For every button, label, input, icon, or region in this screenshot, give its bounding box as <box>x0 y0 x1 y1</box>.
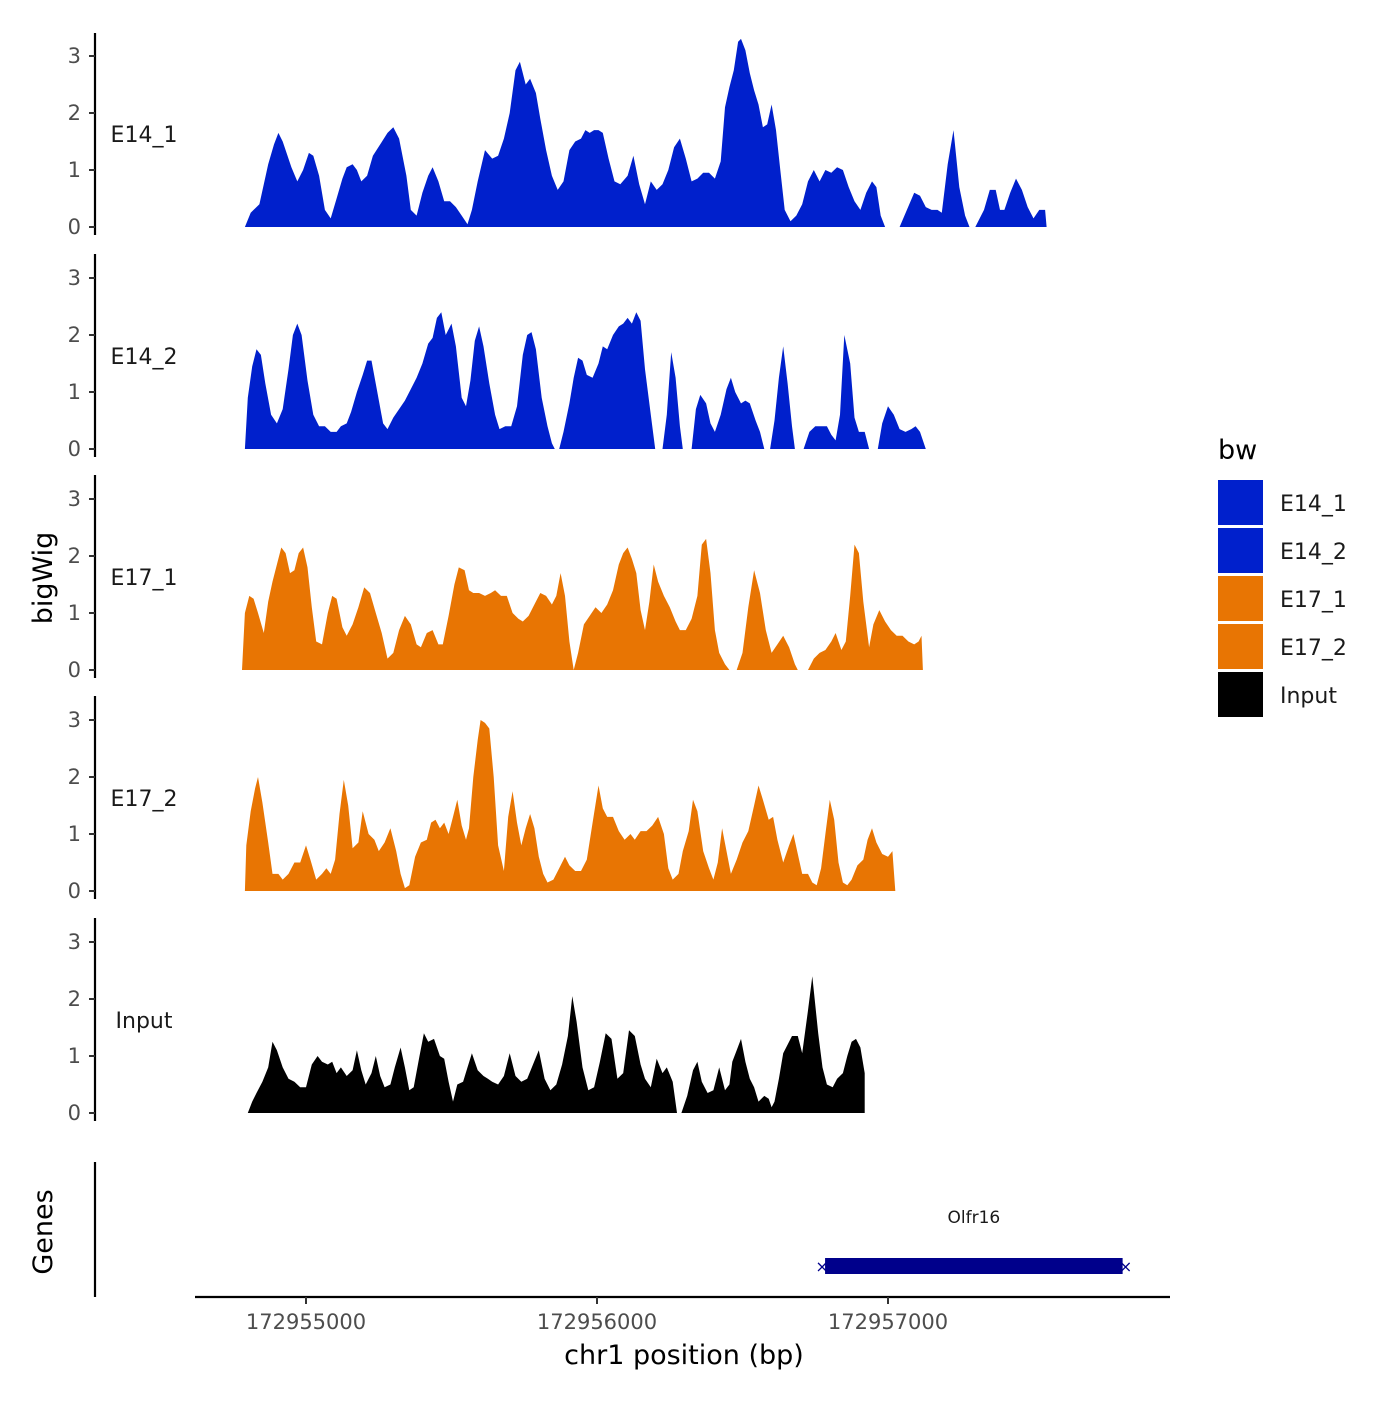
y-tick-label: 3 <box>68 266 81 290</box>
track-E14_1: 0 1 2 3 E14_1 <box>68 33 1047 239</box>
y-tick-label: 1 <box>68 158 81 182</box>
y-axis-title: bigWig <box>28 532 59 625</box>
track-label: E17_2 <box>111 787 178 812</box>
x-tick-label: 172956000 <box>537 1310 657 1334</box>
gene-track-title: Genes <box>28 1189 59 1274</box>
y-tick-label: 2 <box>68 544 81 568</box>
track-label: E14_2 <box>111 345 178 370</box>
track-label: E17_1 <box>111 566 178 591</box>
coverage-tracks: 0 1 2 3 E14_1 0 1 2 3 E14_2 0 1 2 3 E17_1 0 1 2 3 E17_2 0 1 2 3… <box>68 33 1047 1125</box>
coverage-area-E14_1 <box>244 38 1047 228</box>
x-axis-title: chr1 position (bp) <box>564 1340 804 1371</box>
coverage-area-E14_2 <box>244 312 926 449</box>
track-E17_1: 0 1 2 3 E17_1 <box>68 475 923 682</box>
legend-key-E17_1 <box>1218 576 1263 621</box>
gene-body <box>825 1258 1123 1274</box>
coverage-area-E17_1 <box>242 538 923 670</box>
legend-key-E17_2 <box>1218 624 1263 669</box>
legend-label: Input <box>1280 684 1337 709</box>
legend-key-Input <box>1218 672 1263 717</box>
gene-Olfr16: × × Olfr16 <box>815 1208 1132 1276</box>
y-tick-label: 1 <box>68 380 81 404</box>
x-tick-label: 172957000 <box>828 1310 948 1334</box>
track-E14_2: 0 1 2 3 E14_2 <box>68 254 926 461</box>
track-E17_2: 0 1 2 3 E17_2 <box>68 696 896 903</box>
legend-key-E14_1 <box>1218 480 1263 525</box>
legend-key-E14_2 <box>1218 528 1263 573</box>
y-tick-label: 2 <box>68 323 81 347</box>
gene-label: Olfr16 <box>947 1208 1000 1228</box>
legend-label: E14_2 <box>1280 540 1347 565</box>
y-tick-label: 0 <box>68 879 81 903</box>
y-tick-label: 1 <box>68 822 81 846</box>
y-tick-label: 2 <box>68 987 81 1011</box>
track-label: E14_1 <box>111 123 178 148</box>
y-tick-label: 3 <box>68 487 81 511</box>
x-axis: 172955000 172956000 172957000 <box>195 1295 1170 1334</box>
coverage-area-E17_2 <box>244 720 896 891</box>
y-tick-label: 2 <box>68 101 81 125</box>
y-tick-label: 0 <box>68 215 81 239</box>
gene-strand-mark-start: × <box>815 1257 828 1276</box>
y-tick-label: 3 <box>68 930 81 954</box>
legend-label: E14_1 <box>1280 492 1347 517</box>
coverage-area-Input <box>247 976 865 1113</box>
y-tick-label: 0 <box>68 658 81 682</box>
track-Input: 0 1 2 3 Input <box>68 918 865 1125</box>
legend-label: E17_1 <box>1280 588 1347 613</box>
y-tick-label: 1 <box>68 601 81 625</box>
legend-title: bw <box>1218 435 1257 466</box>
legend: bw E14_1 E14_2 E17_1 E17_2 Input <box>1218 435 1347 717</box>
gene-strand-mark-end: × <box>1119 1257 1132 1276</box>
x-tick-label: 172955000 <box>246 1310 366 1334</box>
y-tick-label: 0 <box>68 1101 81 1125</box>
track-label: Input <box>116 1009 173 1034</box>
y-tick-label: 1 <box>68 1044 81 1068</box>
y-tick-label: 2 <box>68 765 81 789</box>
y-tick-label: 3 <box>68 44 81 68</box>
gene-track: × × Olfr16 <box>93 1162 1132 1297</box>
y-tick-label: 0 <box>68 437 81 461</box>
legend-label: E17_2 <box>1280 636 1347 661</box>
y-tick-label: 3 <box>68 708 81 732</box>
